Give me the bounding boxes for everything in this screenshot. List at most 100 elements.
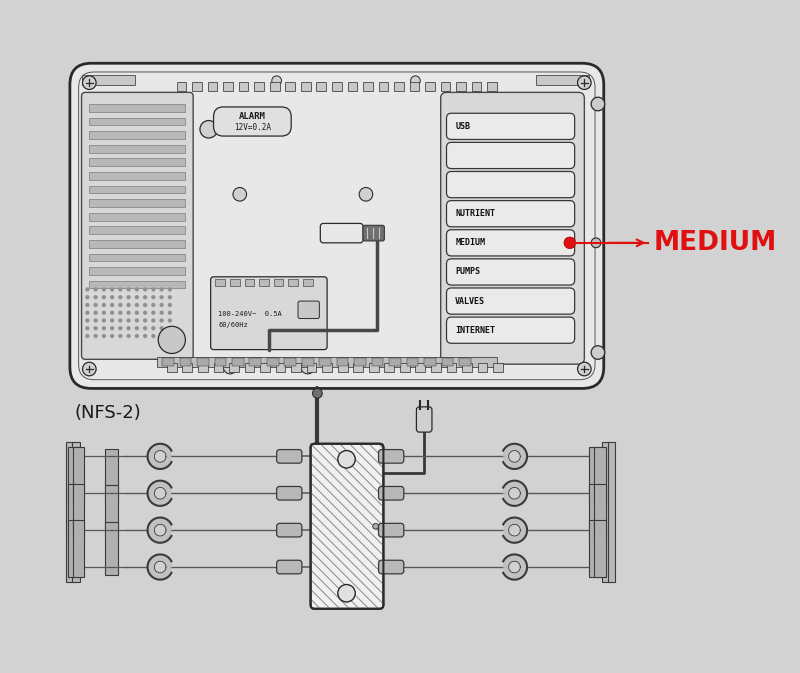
Circle shape (578, 362, 591, 376)
Polygon shape (509, 524, 520, 536)
Bar (90, 281, 186, 289)
Bar (347, 81, 358, 92)
FancyBboxPatch shape (277, 560, 302, 574)
Circle shape (86, 318, 90, 322)
FancyBboxPatch shape (210, 277, 327, 349)
Circle shape (110, 295, 114, 299)
Circle shape (159, 310, 164, 315)
Circle shape (158, 326, 186, 353)
Circle shape (338, 585, 355, 602)
Bar (589, 447, 601, 503)
FancyBboxPatch shape (363, 225, 384, 241)
Circle shape (94, 287, 98, 291)
Bar (90, 131, 186, 139)
Bar (66, 441, 74, 581)
Bar (589, 484, 601, 540)
Circle shape (373, 524, 378, 529)
Text: MEDIUM: MEDIUM (654, 230, 777, 256)
FancyBboxPatch shape (277, 450, 302, 463)
Polygon shape (154, 487, 166, 499)
Bar (478, 363, 487, 372)
Text: NUTRIENT: NUTRIENT (455, 209, 495, 218)
Bar (90, 172, 186, 180)
Text: VALVES: VALVES (455, 297, 486, 306)
Circle shape (94, 303, 98, 307)
Bar (90, 254, 186, 261)
Bar (82, 75, 135, 85)
Bar (267, 358, 278, 366)
FancyBboxPatch shape (446, 317, 574, 343)
Bar (90, 158, 186, 166)
Circle shape (94, 334, 98, 338)
Polygon shape (503, 481, 527, 506)
Circle shape (159, 318, 164, 322)
Circle shape (591, 238, 601, 248)
Bar (424, 358, 436, 366)
Bar (179, 358, 191, 366)
Circle shape (168, 310, 172, 315)
Circle shape (168, 303, 172, 307)
Circle shape (143, 295, 147, 299)
FancyBboxPatch shape (320, 223, 363, 243)
Circle shape (143, 310, 147, 315)
Circle shape (126, 326, 130, 330)
Circle shape (134, 310, 139, 315)
FancyBboxPatch shape (446, 288, 574, 314)
Circle shape (126, 303, 130, 307)
Text: 100-240V~  0.5A: 100-240V~ 0.5A (218, 311, 282, 317)
Circle shape (151, 310, 155, 315)
Circle shape (134, 334, 139, 338)
Text: PUMPS: PUMPS (455, 267, 480, 277)
Circle shape (200, 120, 218, 138)
Bar (72, 441, 79, 581)
Circle shape (110, 334, 114, 338)
Circle shape (102, 295, 106, 299)
Bar (415, 363, 425, 372)
Bar (197, 358, 209, 366)
Bar (594, 484, 606, 540)
FancyBboxPatch shape (298, 301, 319, 318)
FancyBboxPatch shape (417, 407, 432, 432)
Bar (291, 363, 301, 372)
Bar (384, 363, 394, 372)
Bar (602, 441, 610, 581)
Text: INTERNET: INTERNET (455, 326, 495, 334)
Bar (369, 363, 378, 372)
Bar (608, 441, 615, 581)
Circle shape (126, 334, 130, 338)
Circle shape (102, 310, 106, 315)
Circle shape (272, 76, 282, 85)
Bar (378, 81, 388, 92)
Bar (594, 520, 606, 577)
Polygon shape (154, 524, 166, 536)
Circle shape (118, 303, 122, 307)
FancyBboxPatch shape (277, 524, 302, 537)
Polygon shape (147, 518, 171, 542)
Bar (338, 363, 347, 372)
Circle shape (102, 326, 106, 330)
Bar (254, 81, 264, 92)
Bar (105, 522, 118, 575)
Circle shape (591, 97, 605, 111)
Bar (372, 358, 383, 366)
Bar (260, 363, 270, 372)
Circle shape (143, 303, 147, 307)
Bar (406, 358, 418, 366)
Bar (270, 81, 279, 92)
Circle shape (110, 318, 114, 322)
Circle shape (338, 450, 355, 468)
Circle shape (151, 295, 155, 299)
Circle shape (86, 310, 90, 315)
Circle shape (102, 334, 106, 338)
Circle shape (143, 318, 147, 322)
Bar (198, 363, 208, 372)
Circle shape (159, 295, 164, 299)
Circle shape (223, 360, 237, 374)
Circle shape (313, 388, 322, 398)
Polygon shape (147, 481, 171, 506)
Text: USB: USB (455, 122, 470, 131)
FancyBboxPatch shape (441, 92, 584, 364)
Bar (105, 485, 118, 538)
Circle shape (151, 334, 155, 338)
Circle shape (159, 287, 164, 291)
